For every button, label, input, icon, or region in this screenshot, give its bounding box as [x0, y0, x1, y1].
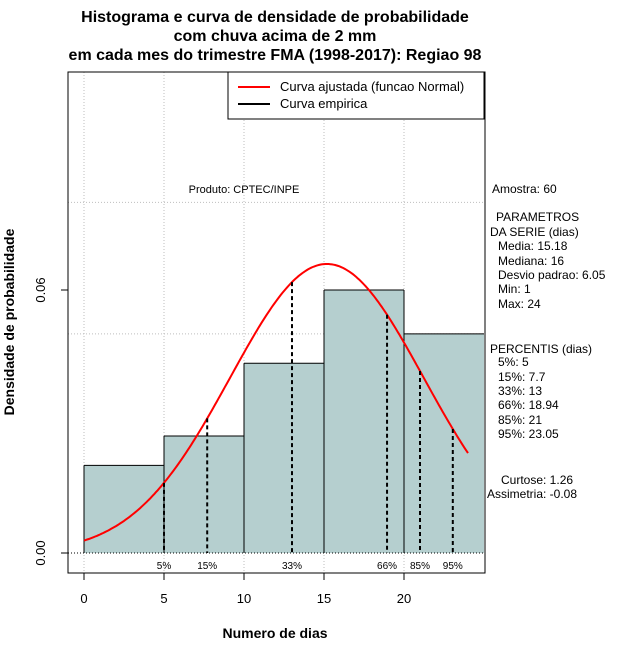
stat-p95: 95%: 23.05: [498, 427, 559, 441]
percentile-label-4: 85%: [410, 561, 430, 572]
stat-p5: 5%: 5: [498, 355, 529, 369]
percentile-label-1: 15%: [197, 561, 217, 572]
legend-box: [227, 71, 485, 120]
x-tick-label-10: 10: [237, 591, 251, 606]
percentile-label-2: 33%: [282, 561, 302, 572]
percentile-label-5: 95%: [443, 561, 463, 572]
stat-assimetria: Assimetria: -0.08: [487, 487, 577, 501]
stat-p66: 66%: 18.94: [498, 398, 559, 412]
x-axis-label: Numero de dias: [222, 625, 327, 641]
y-axis-label: Densidade de probabilidade: [1, 228, 17, 415]
histogram-bar-0: [84, 465, 164, 553]
fit-curve: [83, 263, 469, 542]
stat-mediana: Mediana: 16: [498, 254, 564, 268]
stat-params-title-2: DA SERIE (dias): [490, 225, 579, 239]
stat-max: Max: 24: [498, 297, 541, 311]
histogram-bar-3: [324, 290, 404, 553]
chart-title-line-1: Histograma e curva de densidade de proba…: [81, 9, 469, 26]
histogram-bars: [83, 289, 484, 553]
percentile-label-3: 66%: [377, 561, 397, 572]
y-tick-label-1: 0.06: [33, 277, 48, 302]
histogram-bar-1: [164, 435, 244, 553]
stat-min: Min: 1: [498, 282, 531, 296]
stat-p15: 15%: 7.7: [498, 370, 546, 384]
percentile-label-0: 5%: [157, 561, 172, 572]
chart-title-line-3: em cada mes do trimestre FMA (1998-2017)…: [69, 47, 482, 64]
stat-params-title-1: PARAMETROS: [496, 210, 579, 224]
stat-p33: 33%: 13: [498, 384, 542, 398]
x-axis-ticks: 0 5 10 15 20: [80, 573, 411, 606]
fit-curve-group: [83, 263, 469, 542]
product-annotation: Produto: CPTEC/INPE: [189, 184, 300, 196]
x-tick-label-5: 5: [160, 591, 167, 606]
stats-panel: Amostra: 60 PARAMETROS DA SERIE (dias) M…: [487, 182, 606, 501]
histogram-bar-2: [244, 363, 324, 553]
stat-desvio: Desvio padrao: 6.05: [498, 268, 606, 282]
x-tick-label-15: 15: [317, 591, 331, 606]
histogram-bar-4: [404, 333, 484, 553]
x-tick-label-20: 20: [397, 591, 411, 606]
legend: Curva ajustada (funcao Normal) Curva emp…: [227, 71, 485, 120]
stat-percentis-title: PERCENTIS (dias): [490, 342, 592, 356]
percentile-lines: 5% 15% 33% 66% 85% 95%: [157, 282, 463, 572]
stat-media: Media: 15.18: [498, 239, 568, 253]
stat-p85: 85%: 21: [498, 413, 542, 427]
chart-title-line-2: com chuva acima de 2 mm: [174, 28, 377, 45]
y-tick-label-0: 0.00: [33, 540, 48, 565]
stat-sample: Amostra: 60: [492, 182, 557, 196]
y-axis-ticks: 0.00 0.06: [33, 277, 68, 566]
legend-empirical-label: Curva empirica: [280, 96, 368, 111]
legend-fit-label: Curva ajustada (funcao Normal): [280, 79, 464, 94]
x-tick-label-0: 0: [80, 591, 87, 606]
stat-curtose: Curtose: 1.26: [501, 473, 573, 487]
